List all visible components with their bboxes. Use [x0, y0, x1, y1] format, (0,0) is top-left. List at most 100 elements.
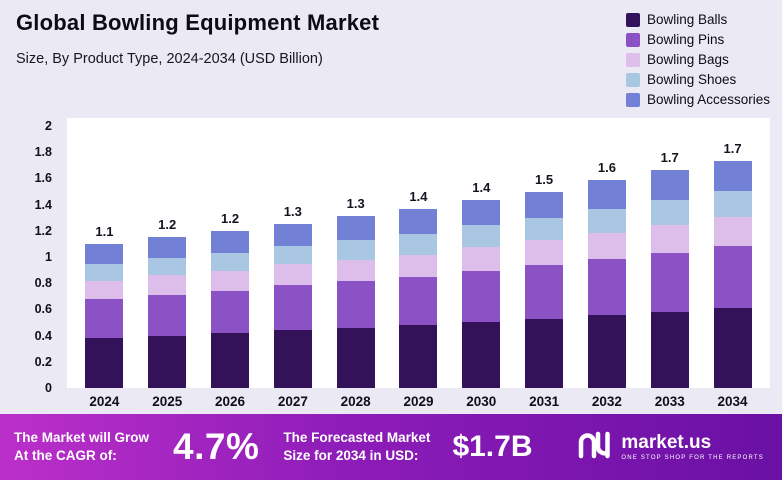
bar-total-label: 1.4: [409, 189, 428, 204]
bar-segment-bowling-pins: [85, 299, 124, 338]
bar-segment-bowling-pins: [336, 281, 375, 328]
bar-segment-bowling-accessories: [148, 237, 187, 258]
bar-segment-bowling-shoes: [587, 209, 626, 233]
brand-name: market.us: [621, 432, 712, 453]
bar-total-label: 1.7: [660, 150, 679, 165]
bar-segment-bowling-balls: [713, 308, 752, 388]
bar-segment-bowling-shoes: [336, 240, 375, 260]
y-tick-label: 1: [45, 250, 52, 264]
bar-segment-bowling-shoes: [399, 234, 438, 255]
bar-segment-bowling-bags: [462, 247, 501, 271]
brand-tagline: ONE STOP SHOP FOR THE REPORTS: [621, 455, 764, 461]
bar-segment-bowling-accessories: [587, 180, 626, 209]
bar-segment-bowling-accessories: [525, 192, 564, 218]
x-tick-label: 2027: [277, 394, 308, 409]
bar-column-2025: 1.2: [136, 118, 199, 388]
forecast-label: The Forecasted Market Size for 2034 in U…: [283, 430, 431, 463]
bar-segment-bowling-pins: [148, 295, 187, 336]
bar-segment-bowling-balls: [399, 325, 438, 388]
bar-segment-bowling-shoes: [85, 264, 124, 281]
bar-column-2033: 1.7: [638, 118, 701, 388]
bar-segment-bowling-shoes: [148, 258, 187, 275]
bar-segment-bowling-balls: [650, 312, 689, 388]
legend-label: Bowling Balls: [646, 12, 728, 27]
y-tick-label: 1.4: [34, 197, 52, 212]
x-tick-label: 2024: [89, 394, 120, 409]
y-tick-label: 0.8: [34, 276, 52, 291]
y-axis: 0 0.2 0.4 0.6 0.8 1 1.2 1.4 1.6 1.8 2: [12, 118, 62, 395]
bar-column-2034: 1.7: [701, 118, 764, 388]
cagr-label: The Market will Grow At the CAGR of:: [14, 430, 150, 463]
bar-segment-bowling-pins: [587, 259, 626, 315]
bar-segment-bowling-balls: [211, 333, 250, 388]
bar-segment-bowling-accessories: [713, 161, 752, 191]
bar-segment-bowling-accessories: [273, 224, 312, 246]
bar-total-label: 1.2: [158, 217, 177, 232]
bottom-banner: The Market will Grow At the CAGR of: 4.7…: [0, 414, 782, 480]
legend-item-bowling-accessories: Bowling Accessories: [625, 92, 770, 107]
bar-segment-bowling-shoes: [650, 200, 689, 225]
chart-area: 0 0.2 0.4 0.6 0.8 1 1.2 1.4 1.6 1.8 2 1.1 1.2 1.2 1.3…: [12, 118, 770, 418]
bar-segment-bowling-pins: [713, 246, 752, 308]
chart-header: Global Bowling Equipment Market Size, By…: [16, 10, 770, 107]
legend-label: Bowling Shoes: [646, 72, 737, 87]
x-tick-label: 2033: [654, 394, 685, 409]
x-tick-label: 2034: [717, 394, 748, 409]
bar-segment-bowling-balls: [273, 330, 312, 388]
x-tick-label: 2030: [466, 394, 497, 409]
bar-total-label: 1.7: [723, 141, 742, 156]
marketus-brand: market.us ONE STOP SHOP FOR THE REPORTS: [576, 430, 768, 465]
bar-segment-bowling-balls: [148, 336, 187, 388]
bar-column-2027: 1.3: [261, 118, 324, 388]
y-tick-label: 0.4: [34, 328, 52, 343]
bar-segment-bowling-shoes: [525, 218, 564, 240]
legend-label: Bowling Accessories: [646, 92, 770, 107]
legend-swatch: [625, 92, 640, 107]
bar-segment-bowling-bags: [713, 217, 752, 246]
legend-swatch: [625, 52, 640, 67]
y-tick-label: 2: [45, 119, 52, 133]
x-tick-label: 2028: [340, 394, 371, 409]
x-tick-label: 2026: [215, 394, 246, 409]
x-tick-label: 2029: [403, 394, 434, 409]
y-tick-label: 0.6: [34, 302, 52, 317]
bar-segment-bowling-accessories: [211, 231, 250, 253]
x-tick-label: 2025: [152, 394, 183, 409]
bar-column-2029: 1.4: [387, 118, 450, 388]
bar-column-2031: 1.5: [513, 118, 576, 388]
bar-segment-bowling-bags: [85, 281, 124, 299]
legend-item-bowling-pins: Bowling Pins: [625, 32, 770, 47]
bar-column-2026: 1.2: [199, 118, 262, 388]
bar-segment-bowling-shoes: [211, 253, 250, 271]
bar-segment-bowling-balls: [462, 322, 501, 388]
bar-column-2030: 1.4: [450, 118, 513, 388]
page-title: Global Bowling Equipment Market: [16, 10, 380, 35]
y-tick-label: 1.2: [34, 223, 52, 238]
y-tick-label: 1.8: [34, 145, 52, 160]
y-tick-label: 1.6: [34, 171, 52, 186]
bar-column-2032: 1.6: [576, 118, 639, 388]
bar-segment-bowling-shoes: [713, 191, 752, 217]
bar-column-2028: 1.3: [324, 118, 387, 388]
bar-segment-bowling-shoes: [462, 225, 501, 247]
legend-item-bowling-shoes: Bowling Shoes: [625, 72, 770, 87]
title-block: Global Bowling Equipment Market Size, By…: [16, 10, 379, 67]
bar-segment-bowling-bags: [336, 260, 375, 281]
bar-segment-bowling-balls: [336, 328, 375, 388]
cagr-value: 4.7%: [173, 426, 260, 467]
bar-segment-bowling-bags: [273, 264, 312, 285]
bar-total-label: 1.1: [95, 224, 114, 239]
bar-segment-bowling-balls: [525, 319, 564, 388]
bar-segment-bowling-accessories: [650, 170, 689, 200]
bar-segment-bowling-pins: [273, 285, 312, 330]
bar-segment-bowling-bags: [587, 233, 626, 259]
legend-item-bowling-balls: Bowling Balls: [625, 12, 770, 27]
bar-segment-bowling-accessories: [399, 209, 438, 234]
x-tick-label: 2032: [591, 394, 622, 409]
bar-segment-bowling-accessories: [85, 244, 124, 264]
legend-label: Bowling Pins: [646, 32, 725, 47]
bar-segment-bowling-bags: [399, 255, 438, 277]
legend-swatch: [625, 12, 640, 27]
bar-column-2024: 1.1: [73, 118, 136, 388]
